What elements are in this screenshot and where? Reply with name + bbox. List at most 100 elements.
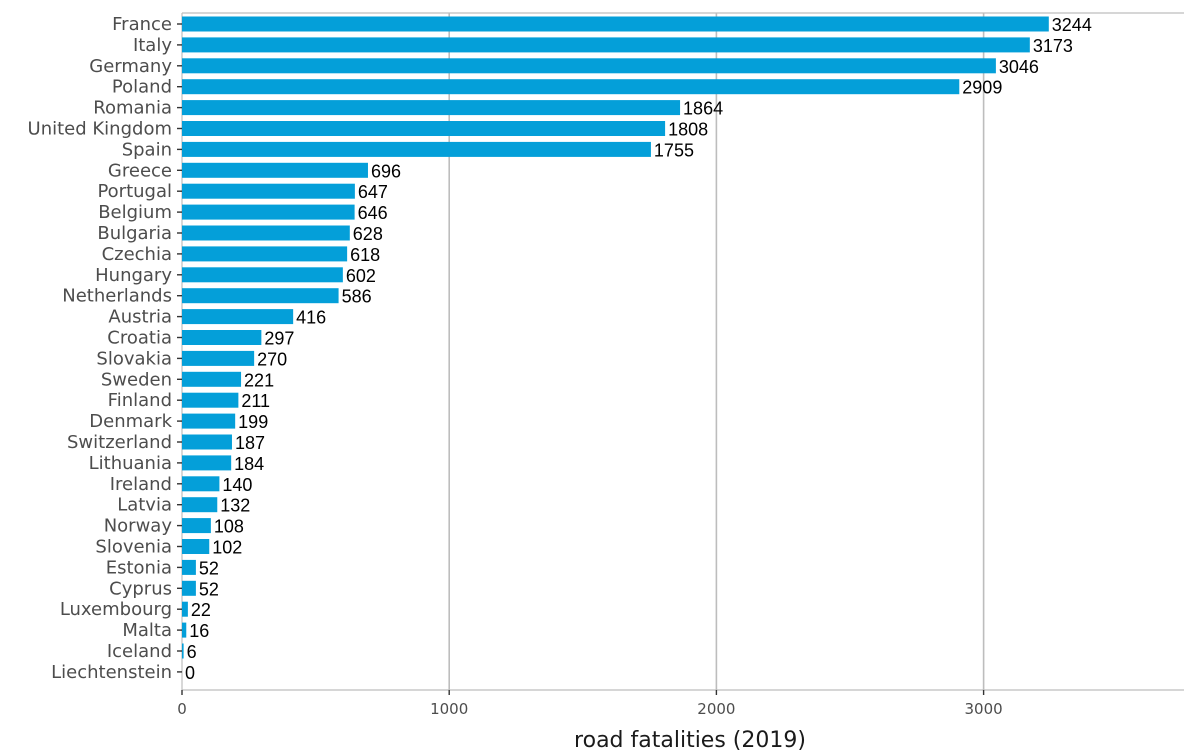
data-label: 618 xyxy=(350,245,380,265)
category-label: United Kingdom xyxy=(28,119,172,140)
category-label: Slovakia xyxy=(96,348,172,369)
bar xyxy=(182,559,196,575)
bar xyxy=(182,476,220,492)
category-label: Norway xyxy=(104,516,173,537)
x-tick-label: 3000 xyxy=(965,700,1003,718)
category-label: Romania xyxy=(93,98,172,119)
bar xyxy=(182,455,232,471)
data-label: 6 xyxy=(187,642,197,662)
data-label: 3046 xyxy=(999,57,1039,77)
category-label: Bulgaria xyxy=(97,223,172,244)
bar xyxy=(182,16,1049,32)
category-label: Portugal xyxy=(97,181,172,202)
data-label: 647 xyxy=(358,182,388,202)
data-label: 22 xyxy=(191,600,211,620)
category-label: Switzerland xyxy=(67,432,172,453)
category-label: Czechia xyxy=(102,244,172,265)
x-axis: 0 1000 2000 3000 xyxy=(177,690,1003,718)
data-label: 696 xyxy=(371,161,401,181)
data-label: 3173 xyxy=(1033,36,1073,56)
data-label: 1808 xyxy=(668,120,708,140)
category-label: Spain xyxy=(122,139,172,160)
bar xyxy=(182,434,232,450)
data-label: 52 xyxy=(199,558,219,578)
category-label: Germany xyxy=(89,56,172,77)
category-label: Iceland xyxy=(107,641,172,662)
data-label: 108 xyxy=(214,517,244,537)
data-label: 184 xyxy=(234,454,264,474)
bar xyxy=(182,183,355,199)
data-label: 586 xyxy=(342,287,372,307)
x-axis-title: road fatalities (2019) xyxy=(574,728,806,752)
bar xyxy=(182,643,184,659)
category-label: Belgium xyxy=(98,202,172,223)
bar xyxy=(182,225,350,241)
data-label: 140 xyxy=(222,475,252,495)
bar xyxy=(182,162,368,178)
category-label: Croatia xyxy=(107,328,172,349)
category-label: Malta xyxy=(122,620,172,641)
data-label: 52 xyxy=(199,579,219,599)
data-label: 270 xyxy=(257,349,287,369)
data-label: 16 xyxy=(189,621,209,641)
bar xyxy=(182,267,343,283)
category-label: Netherlands xyxy=(62,286,172,307)
category-label: Sweden xyxy=(101,369,172,390)
x-tick-label: 0 xyxy=(177,700,187,718)
bar xyxy=(182,413,236,429)
x-tick-label: 2000 xyxy=(697,700,735,718)
data-label: 628 xyxy=(353,224,383,244)
category-label: Liechtenstein xyxy=(51,662,172,683)
category-label: Greece xyxy=(108,160,172,181)
data-label: 646 xyxy=(358,203,388,223)
category-label: Slovenia xyxy=(95,537,172,558)
bar xyxy=(182,309,294,325)
category-label: Austria xyxy=(108,307,172,328)
category-label: Estonia xyxy=(106,557,172,578)
data-label: 297 xyxy=(264,329,294,349)
category-label: Italy xyxy=(133,35,172,56)
data-label: 132 xyxy=(220,496,250,516)
data-label: 3244 xyxy=(1052,15,1092,35)
data-label: 199 xyxy=(238,412,268,432)
bar xyxy=(182,121,666,136)
bar xyxy=(182,37,1030,53)
bar xyxy=(182,204,355,220)
data-label: 102 xyxy=(212,538,242,558)
category-label: Hungary xyxy=(95,265,172,286)
bar xyxy=(182,539,210,554)
data-label: 1755 xyxy=(654,140,694,160)
bar xyxy=(182,79,960,95)
category-label: Luxembourg xyxy=(60,599,172,620)
bar xyxy=(182,141,651,157)
category-label: Finland xyxy=(108,390,172,411)
category-label: Denmark xyxy=(89,411,172,432)
bar xyxy=(182,601,188,617)
bar xyxy=(182,288,339,304)
category-label: Poland xyxy=(112,77,172,98)
bar xyxy=(182,622,187,638)
bars xyxy=(182,16,1049,659)
bar xyxy=(182,100,681,116)
category-label: France xyxy=(112,14,172,35)
category-label: Lithuania xyxy=(89,453,172,474)
bar xyxy=(182,518,211,534)
data-label: 416 xyxy=(296,308,326,328)
category-label: Ireland xyxy=(110,474,172,495)
bar xyxy=(182,330,262,345)
data-label: 221 xyxy=(244,370,274,390)
data-label: 602 xyxy=(346,266,376,286)
bar xyxy=(182,350,255,366)
bar xyxy=(182,580,196,596)
bar xyxy=(182,392,239,408)
data-label: 211 xyxy=(241,391,270,411)
category-label: Cyprus xyxy=(109,578,172,599)
bar xyxy=(182,371,242,387)
bar xyxy=(182,246,348,262)
data-label: 0 xyxy=(185,663,195,683)
x-tick-label: 1000 xyxy=(430,700,468,718)
bar xyxy=(182,58,996,74)
